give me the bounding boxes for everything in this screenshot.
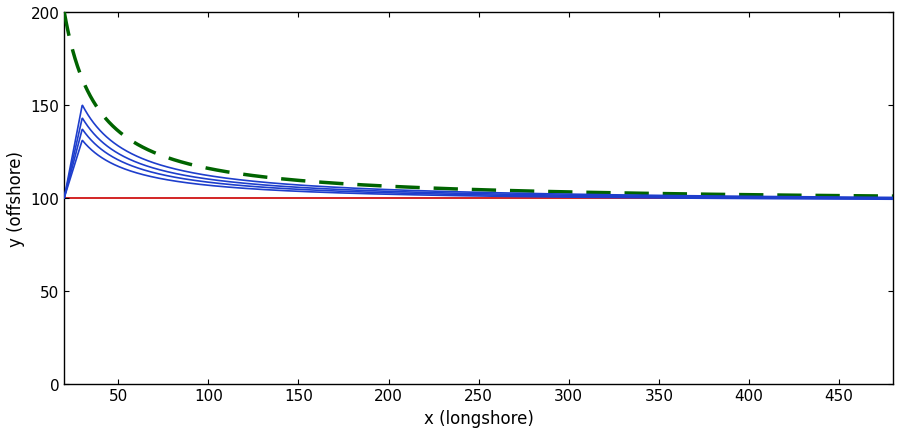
X-axis label: x (longshore): x (longshore) <box>424 409 534 427</box>
Y-axis label: y (offshore): y (offshore) <box>7 151 25 246</box>
